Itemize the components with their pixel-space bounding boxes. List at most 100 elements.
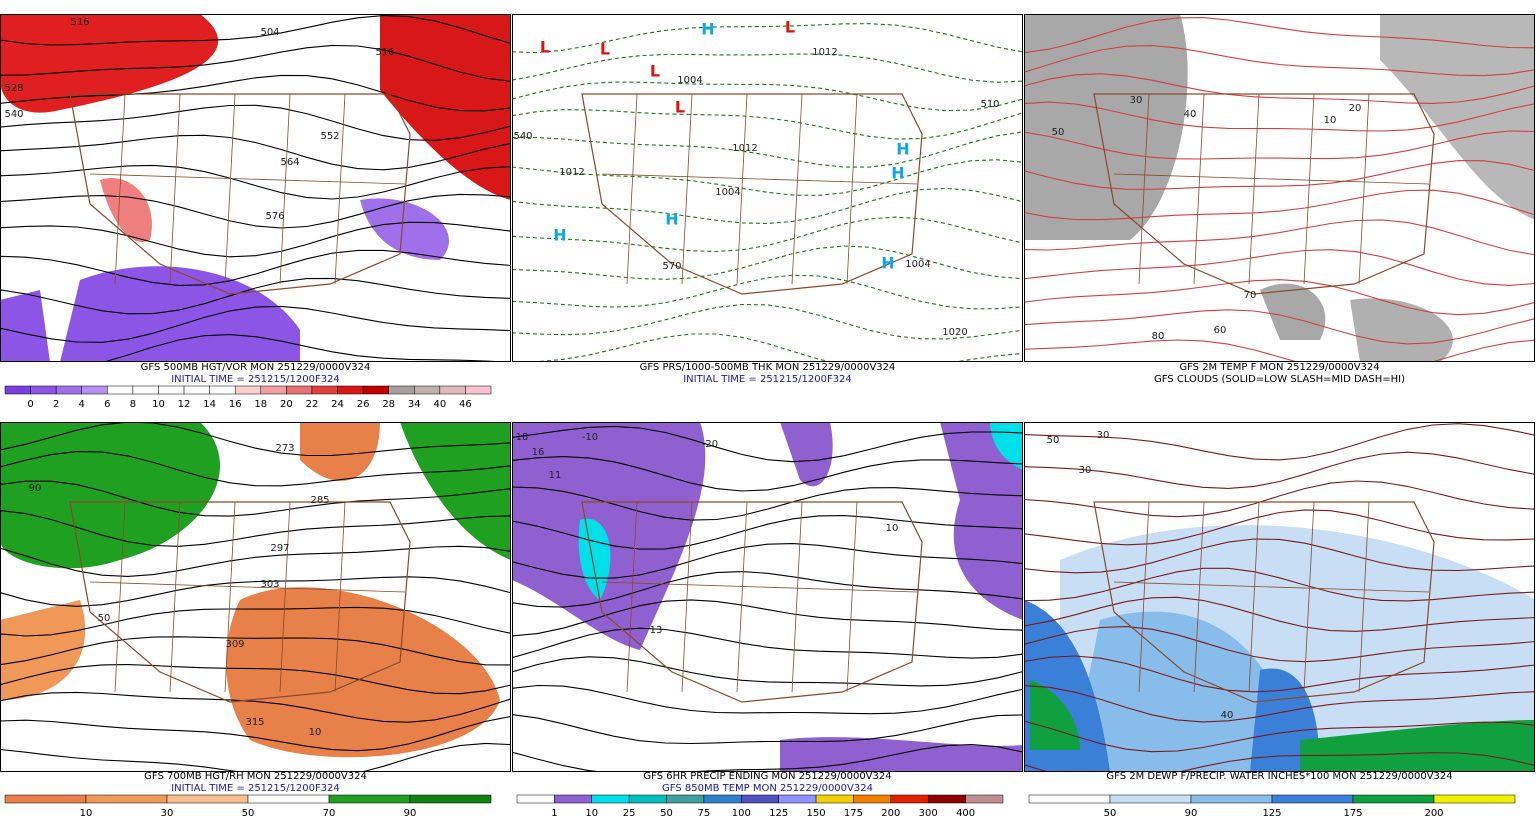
contour-line bbox=[0, 305, 511, 343]
state-border bbox=[791, 501, 803, 693]
contour-line bbox=[0, 193, 511, 229]
contour-label: 40 bbox=[1184, 109, 1197, 120]
colorbar-swatch bbox=[591, 794, 630, 804]
panel-frame bbox=[0, 14, 511, 362]
colorbar-swatch bbox=[927, 794, 966, 804]
contour-label: 50 bbox=[98, 613, 111, 624]
colorbar-label: 200 bbox=[881, 808, 900, 819]
state-border bbox=[279, 93, 291, 285]
map-area bbox=[512, 422, 1023, 772]
contour-line bbox=[0, 164, 511, 200]
state-border bbox=[601, 581, 918, 593]
colorbar-label: 22 bbox=[306, 399, 319, 410]
map-area bbox=[1024, 14, 1535, 362]
contour-label: 309 bbox=[225, 639, 244, 650]
shaded-region bbox=[380, 14, 511, 200]
country-border bbox=[69, 93, 411, 295]
colorbar-swatch bbox=[183, 385, 210, 395]
panel-frame bbox=[0, 422, 511, 772]
contour-line bbox=[512, 627, 1023, 659]
colorbar-swatch bbox=[628, 794, 667, 804]
pressure-center: H bbox=[891, 164, 904, 183]
colorbar-label: 300 bbox=[919, 808, 938, 819]
contour-line bbox=[512, 303, 1023, 340]
contour-label: 1012 bbox=[732, 143, 757, 154]
contour-line bbox=[512, 81, 1023, 112]
contour-label: 13 bbox=[650, 625, 663, 636]
contour-line bbox=[512, 515, 1023, 550]
shaded-region bbox=[1070, 611, 1300, 772]
contour-label: 70 bbox=[1244, 290, 1257, 301]
contour-line bbox=[1024, 567, 1535, 602]
colorbar-swatch bbox=[815, 794, 854, 804]
contour-label: 30 bbox=[1097, 430, 1110, 441]
contour-line bbox=[1024, 752, 1535, 772]
contour-line bbox=[102, 334, 511, 362]
contour-label: 30 bbox=[1079, 465, 1092, 476]
colorbar-swatch bbox=[107, 385, 134, 395]
colorbar-swatch bbox=[778, 794, 817, 804]
colorbar-label: 12 bbox=[178, 399, 191, 410]
state-border bbox=[114, 93, 126, 285]
colorbar-label: 26 bbox=[357, 399, 370, 410]
contour-label: 303 bbox=[260, 579, 279, 590]
colorbar-swatch bbox=[741, 794, 779, 804]
contour-line bbox=[512, 245, 1023, 280]
colorbar-label: 200 bbox=[1424, 808, 1443, 819]
colorbar-swatch bbox=[55, 385, 82, 395]
contour-line bbox=[1024, 130, 1535, 160]
map-panel: 516 504 516 528 540 552 564 576 GFS 500MB HGT/VO… bbox=[0, 14, 511, 410]
contour-line bbox=[1024, 101, 1535, 132]
colorbar-swatch bbox=[465, 385, 492, 395]
contour-label: 30 bbox=[1130, 95, 1143, 106]
map-area bbox=[0, 422, 511, 772]
colorbar-label: 4 bbox=[79, 399, 85, 410]
shaded-region bbox=[0, 600, 86, 700]
contour-line bbox=[1024, 480, 1535, 518]
contour-label: 504 bbox=[260, 27, 279, 38]
contour-label: 10 bbox=[1324, 115, 1337, 126]
panel-frame bbox=[1024, 14, 1535, 362]
country-border bbox=[581, 501, 923, 703]
colorbar-swatch bbox=[286, 385, 313, 395]
contour-line bbox=[1024, 451, 1535, 489]
colorbar-label: 0 bbox=[27, 399, 33, 410]
colorbar-label: 40 bbox=[433, 399, 446, 410]
contour-line bbox=[1024, 17, 1535, 54]
state-border bbox=[1193, 501, 1205, 693]
contour-line bbox=[1024, 45, 1535, 77]
contour-line bbox=[1024, 509, 1535, 546]
panel-title: GFS 500MB HGT/VOR MON 251229/0000V324 bbox=[141, 362, 371, 373]
contour-label: 10 bbox=[309, 727, 322, 738]
shaded-region bbox=[300, 422, 380, 481]
colorbar-label: 10 bbox=[152, 399, 165, 410]
state-border bbox=[169, 501, 181, 693]
colorbar-swatch bbox=[85, 794, 168, 804]
colorbar-swatch bbox=[853, 794, 892, 804]
contour-label: 540 bbox=[513, 131, 532, 142]
colorbar-label: 175 bbox=[844, 808, 863, 819]
contour-line bbox=[512, 599, 1023, 637]
contour-label: 20 bbox=[1349, 103, 1362, 114]
colorbar-label: 8 bbox=[130, 399, 136, 410]
contour-label: 16 bbox=[532, 447, 545, 458]
contour-line bbox=[512, 456, 1023, 492]
state-border bbox=[681, 93, 693, 285]
contour-line bbox=[512, 571, 1023, 608]
contour-line bbox=[512, 543, 1023, 579]
shaded-region bbox=[100, 178, 152, 242]
colorbar-label: 34 bbox=[408, 399, 421, 410]
contour-label: 570 bbox=[662, 261, 681, 272]
shaded-region bbox=[0, 422, 221, 569]
state-border bbox=[601, 173, 918, 185]
contour-line bbox=[0, 134, 511, 171]
contour-label: 273 bbox=[275, 443, 294, 454]
pressure-center: H bbox=[665, 210, 678, 229]
pressure-center: H bbox=[701, 20, 714, 39]
shaded-region bbox=[780, 737, 1023, 772]
state-border bbox=[1303, 501, 1315, 693]
panel-subtitle: INITIAL TIME = 251215/1200F324 bbox=[683, 374, 852, 385]
pressure-center: L bbox=[600, 40, 610, 59]
contour-line bbox=[512, 425, 1023, 463]
contour-line bbox=[1024, 189, 1535, 221]
